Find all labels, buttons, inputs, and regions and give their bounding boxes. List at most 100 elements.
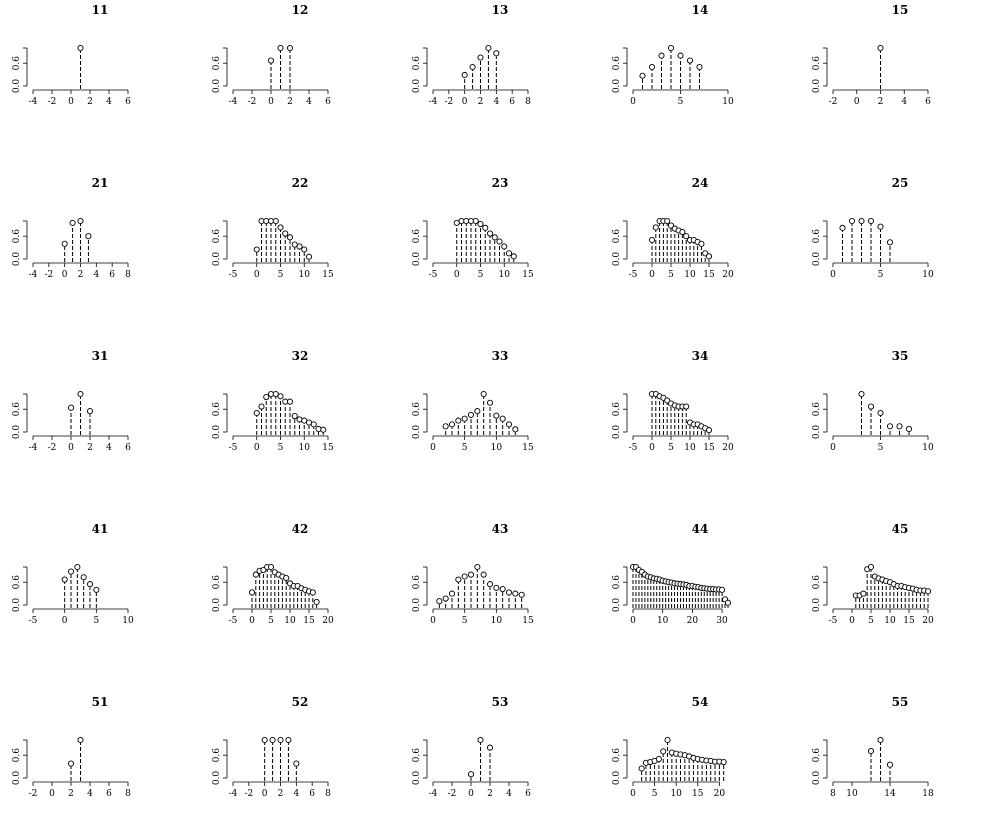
data-point xyxy=(860,590,867,597)
x-tick-label: 5 xyxy=(278,270,284,280)
data-point xyxy=(486,581,494,588)
panel-title: 15 xyxy=(892,3,909,17)
data-point xyxy=(639,72,646,79)
x-tick-label: 0 xyxy=(830,270,836,280)
y-tick-label: 0.0 xyxy=(212,252,222,267)
panel-54: 54 0 5 10 15 20 0.0 0.6 xyxy=(612,695,727,799)
panel-11: 11 -4 -2 0 2 4 6 0.0 0.6 xyxy=(12,3,131,107)
data-point xyxy=(61,240,68,247)
x-tick-label: 0 xyxy=(430,616,436,626)
y-tick-label: 0.0 xyxy=(212,771,222,786)
data-point xyxy=(77,217,84,225)
panel-title: 14 xyxy=(692,3,709,17)
data-point xyxy=(309,589,316,596)
data-point xyxy=(499,585,506,593)
x-tick-label: -4 xyxy=(429,97,438,107)
data-point xyxy=(477,54,484,61)
y-tick-label: 0.6 xyxy=(412,748,422,763)
panel-title: 31 xyxy=(92,349,109,363)
data-point xyxy=(924,588,932,595)
y-tick-label: 0.6 xyxy=(612,229,622,244)
x-tick-label: 0 xyxy=(268,97,274,107)
x-tick-label: 15 xyxy=(522,443,534,453)
y-tick-label: 0.6 xyxy=(412,229,422,244)
data-point xyxy=(253,246,260,253)
data-point xyxy=(263,393,270,401)
x-tick-label: 6 xyxy=(125,97,131,107)
x-tick-label: 5 xyxy=(868,616,874,626)
data-point xyxy=(867,747,875,755)
data-point xyxy=(277,393,284,400)
data-point xyxy=(877,44,884,52)
x-tick-label: 10 xyxy=(846,789,858,799)
data-point xyxy=(518,591,525,598)
panel-title: 44 xyxy=(692,522,709,536)
data-point xyxy=(282,230,289,237)
data-point xyxy=(499,415,506,422)
panel-title: 51 xyxy=(92,695,109,709)
x-tick-label: 10 xyxy=(122,616,134,626)
data-point xyxy=(705,427,713,434)
panel-13: 13 -4 -2 0 2 4 6 8 0.0 0.6 xyxy=(412,3,531,107)
y-tick-label: 0.0 xyxy=(612,425,622,440)
data-point xyxy=(467,411,475,418)
data-point xyxy=(677,52,684,59)
panel-45: 45 -5 0 5 10 15 20 0.0 0.6 xyxy=(812,522,934,626)
x-tick-label: 0 xyxy=(49,789,55,799)
panel-34: 34 -5 0 5 10 15 20 0.0 0.6 xyxy=(612,349,734,453)
data-point xyxy=(493,584,500,591)
panel-title: 34 xyxy=(692,349,709,363)
panel-title: 11 xyxy=(92,3,109,17)
data-point xyxy=(655,755,662,763)
data-point xyxy=(448,421,456,428)
data-point xyxy=(485,44,492,52)
y-tick-label: 0.6 xyxy=(812,575,822,590)
data-point xyxy=(293,760,300,767)
data-point xyxy=(848,217,856,225)
y-tick-label: 0.6 xyxy=(212,575,222,590)
y-tick-label: 0.6 xyxy=(212,56,222,71)
x-tick-label: 8 xyxy=(125,789,131,799)
x-tick-label: 0 xyxy=(630,789,636,799)
x-tick-label: 4 xyxy=(293,789,299,799)
x-tick-label: -5 xyxy=(629,443,638,453)
x-tick-label: -5 xyxy=(229,270,238,280)
data-point xyxy=(886,239,894,246)
y-tick-label: 0.6 xyxy=(812,229,822,244)
x-tick-label: -4 xyxy=(229,789,238,799)
x-tick-label: 5 xyxy=(878,270,884,280)
y-tick-label: 0.0 xyxy=(12,771,22,786)
panel-22: 22 -5 0 5 10 15 0.0 0.6 xyxy=(212,176,334,280)
data-point xyxy=(896,423,903,430)
data-point xyxy=(77,736,84,744)
x-tick-label: 0 xyxy=(649,443,655,453)
panel-title: 24 xyxy=(692,176,709,190)
panel-title: 42 xyxy=(292,522,309,536)
panel-title: 53 xyxy=(492,695,509,709)
x-tick-label: 15 xyxy=(903,616,915,626)
panel-title: 52 xyxy=(292,695,309,709)
data-point xyxy=(660,748,667,755)
data-point xyxy=(493,50,500,57)
data-point xyxy=(455,417,462,424)
panel-title: 33 xyxy=(492,349,509,363)
data-point xyxy=(286,234,294,241)
panel-43: 43 0 5 10 15 0.0 0.6 xyxy=(412,522,534,626)
x-tick-label: -2 xyxy=(244,789,253,799)
data-point xyxy=(477,736,484,744)
x-tick-label: 5 xyxy=(478,270,484,280)
y-tick-label: 0.0 xyxy=(12,598,22,613)
y-tick-label: 0.6 xyxy=(12,229,22,244)
panel-title: 13 xyxy=(492,3,509,17)
data-point xyxy=(286,398,294,405)
x-tick-label: -2 xyxy=(444,97,453,107)
data-point xyxy=(477,220,484,228)
x-tick-label: 0 xyxy=(630,616,636,626)
panel-title: 32 xyxy=(292,349,309,363)
data-point xyxy=(667,44,675,52)
x-tick-label: 8 xyxy=(325,789,331,799)
x-tick-label: 10 xyxy=(670,789,682,799)
data-point xyxy=(867,217,875,225)
x-tick-label: 4 xyxy=(506,789,512,799)
x-tick-label: 10 xyxy=(491,443,503,453)
